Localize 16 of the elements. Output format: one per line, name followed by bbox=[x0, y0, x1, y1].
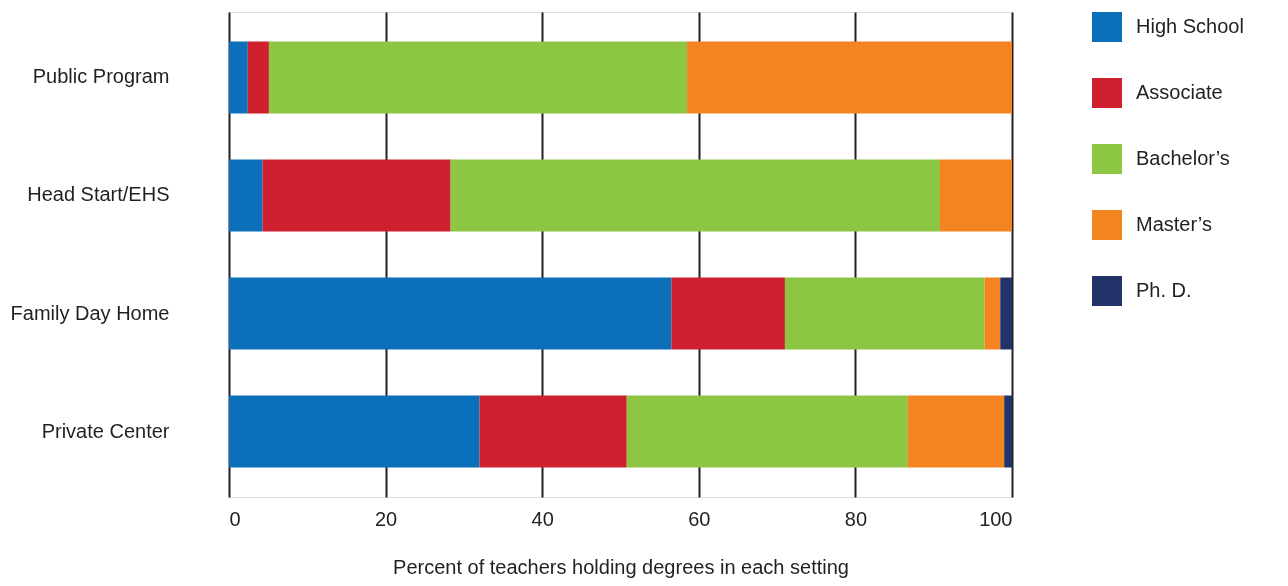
y-tick-label: Public Program bbox=[32, 65, 170, 88]
legend-label: Master’s bbox=[1136, 213, 1212, 235]
y-tick-label: Private Center bbox=[41, 419, 170, 442]
x-tick-label: 40 bbox=[531, 507, 554, 530]
x-tick-label: 20 bbox=[374, 507, 398, 530]
x-tick-label: 80 bbox=[844, 507, 868, 530]
x-tick-label: 0 bbox=[229, 507, 241, 530]
legend-label: Bachelor’s bbox=[1136, 147, 1230, 169]
y-tick-label: Head Start/EHS bbox=[27, 183, 170, 206]
x-tick-label: 60 bbox=[688, 507, 711, 530]
legend-label: Ph. D. bbox=[1136, 279, 1192, 301]
x-axis-title: Percent of teachers holding degrees in each setting bbox=[393, 555, 849, 578]
legend-label: High School bbox=[1136, 15, 1244, 37]
legend-label: Associate bbox=[1136, 81, 1223, 103]
y-tick-label: Family Day Home bbox=[10, 301, 170, 324]
x-tick-label: 100 bbox=[979, 507, 1013, 530]
